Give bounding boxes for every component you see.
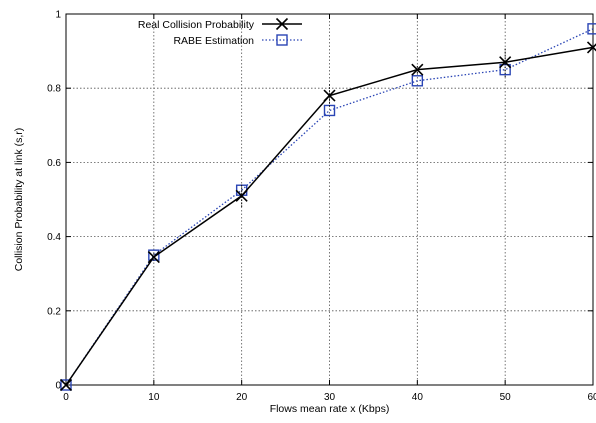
data-point-marker bbox=[411, 75, 424, 87]
x-marker-stroke bbox=[586, 43, 596, 54]
y-axis-label: Collision Probability at link (s,r) bbox=[13, 128, 25, 272]
data-point-marker bbox=[59, 378, 73, 392]
x-tick-label: 60 bbox=[587, 392, 596, 403]
data-point-marker bbox=[587, 23, 596, 35]
legend-marker-sample bbox=[275, 17, 289, 31]
x-marker-stroke bbox=[235, 189, 248, 202]
y-tick-label: 0.2 bbox=[47, 306, 61, 317]
x-marker-stroke bbox=[411, 63, 424, 76]
legend-item: RABE Estimation bbox=[173, 34, 302, 47]
legend-marker-sample bbox=[276, 34, 288, 46]
x-marker-stroke bbox=[59, 378, 73, 392]
x-tick-label: 30 bbox=[324, 392, 336, 403]
x-marker-stroke bbox=[275, 17, 289, 31]
y-tick-label: 0.4 bbox=[47, 232, 61, 243]
legend-label: Real Collision Probability bbox=[138, 19, 255, 31]
x-marker-stroke bbox=[147, 250, 160, 264]
x-tick-label: 0 bbox=[63, 392, 69, 403]
y-tick-label: 0.8 bbox=[47, 84, 61, 95]
x-tick-label: 40 bbox=[412, 392, 424, 403]
series-real-collision-probability bbox=[59, 41, 596, 392]
axis-ticks: 0 10 20 30 40 50 60 0 0.2 0.4 0.6 0.8 1 bbox=[47, 10, 596, 404]
y-tick-label: 1 bbox=[55, 10, 61, 21]
x-tick-label: 50 bbox=[500, 392, 512, 403]
data-point-marker bbox=[235, 189, 248, 202]
x-marker-stroke bbox=[323, 89, 336, 102]
y-tick-label: 0.6 bbox=[47, 158, 61, 169]
y-tick-label: 0 bbox=[55, 381, 61, 392]
legend-label: RABE Estimation bbox=[173, 35, 254, 47]
x-marker-stroke bbox=[499, 56, 512, 69]
data-point-marker bbox=[411, 63, 424, 76]
data-series bbox=[59, 23, 596, 392]
x-tick-label: 20 bbox=[236, 392, 248, 403]
data-point-marker bbox=[147, 250, 160, 264]
legend: Real Collision Probability RABE Estimatio… bbox=[138, 17, 302, 47]
data-point-marker bbox=[586, 41, 596, 54]
data-point-marker bbox=[60, 379, 72, 391]
data-point-marker bbox=[323, 89, 336, 102]
x-axis-label: Flows mean rate x (Kbps) bbox=[270, 403, 390, 415]
data-point-marker bbox=[499, 56, 512, 69]
x-tick-label: 10 bbox=[148, 392, 160, 403]
legend-item: Real Collision Probability bbox=[138, 17, 302, 31]
